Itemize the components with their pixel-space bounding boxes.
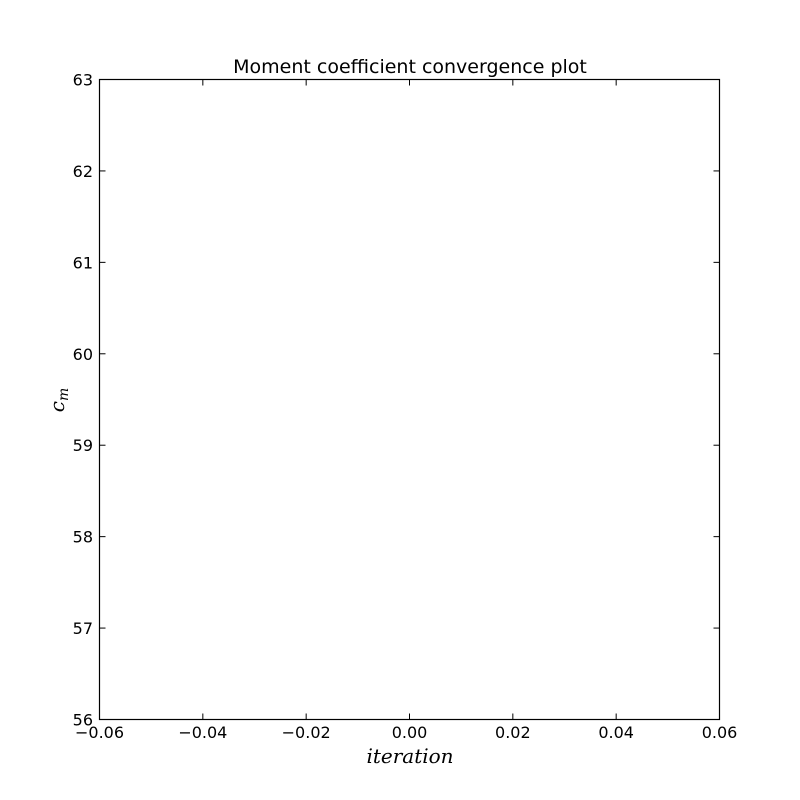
y-tick-label: 57 <box>73 619 93 638</box>
y-tick-label: 56 <box>73 711 93 730</box>
x-tick-label: −0.06 <box>75 723 124 742</box>
y-tick-label: 62 <box>73 162 93 181</box>
x-tick-label: 0.06 <box>702 723 738 742</box>
axis-ticks: −0.06 −0.04 −0.02 0.00 0.02 0.04 0.06 56 57 58 59 6… <box>73 71 738 743</box>
y-axis-label-subscript: m <box>56 388 72 401</box>
svg-text:cm: cm <box>45 388 72 412</box>
y-axis-label: c <box>45 401 69 412</box>
y-axis-label-group: cm <box>45 388 72 412</box>
x-tick-label: 0.04 <box>598 723 634 742</box>
y-tick-label: 60 <box>73 345 93 364</box>
chart-title: Moment coefficient convergence plot <box>233 56 587 78</box>
y-tick-label: 61 <box>73 253 93 272</box>
x-tick-label: 0.02 <box>495 723 531 742</box>
x-tick-label: 0.00 <box>392 723 428 742</box>
y-tick-label: 63 <box>73 71 93 90</box>
x-tick-label: −0.04 <box>178 723 227 742</box>
y-tick-label: 58 <box>73 528 93 547</box>
x-axis-label: iteration <box>366 744 453 768</box>
x-tick-label: −0.02 <box>282 723 331 742</box>
y-tick-label: 59 <box>73 436 93 455</box>
plot-area-frame <box>98 78 721 721</box>
